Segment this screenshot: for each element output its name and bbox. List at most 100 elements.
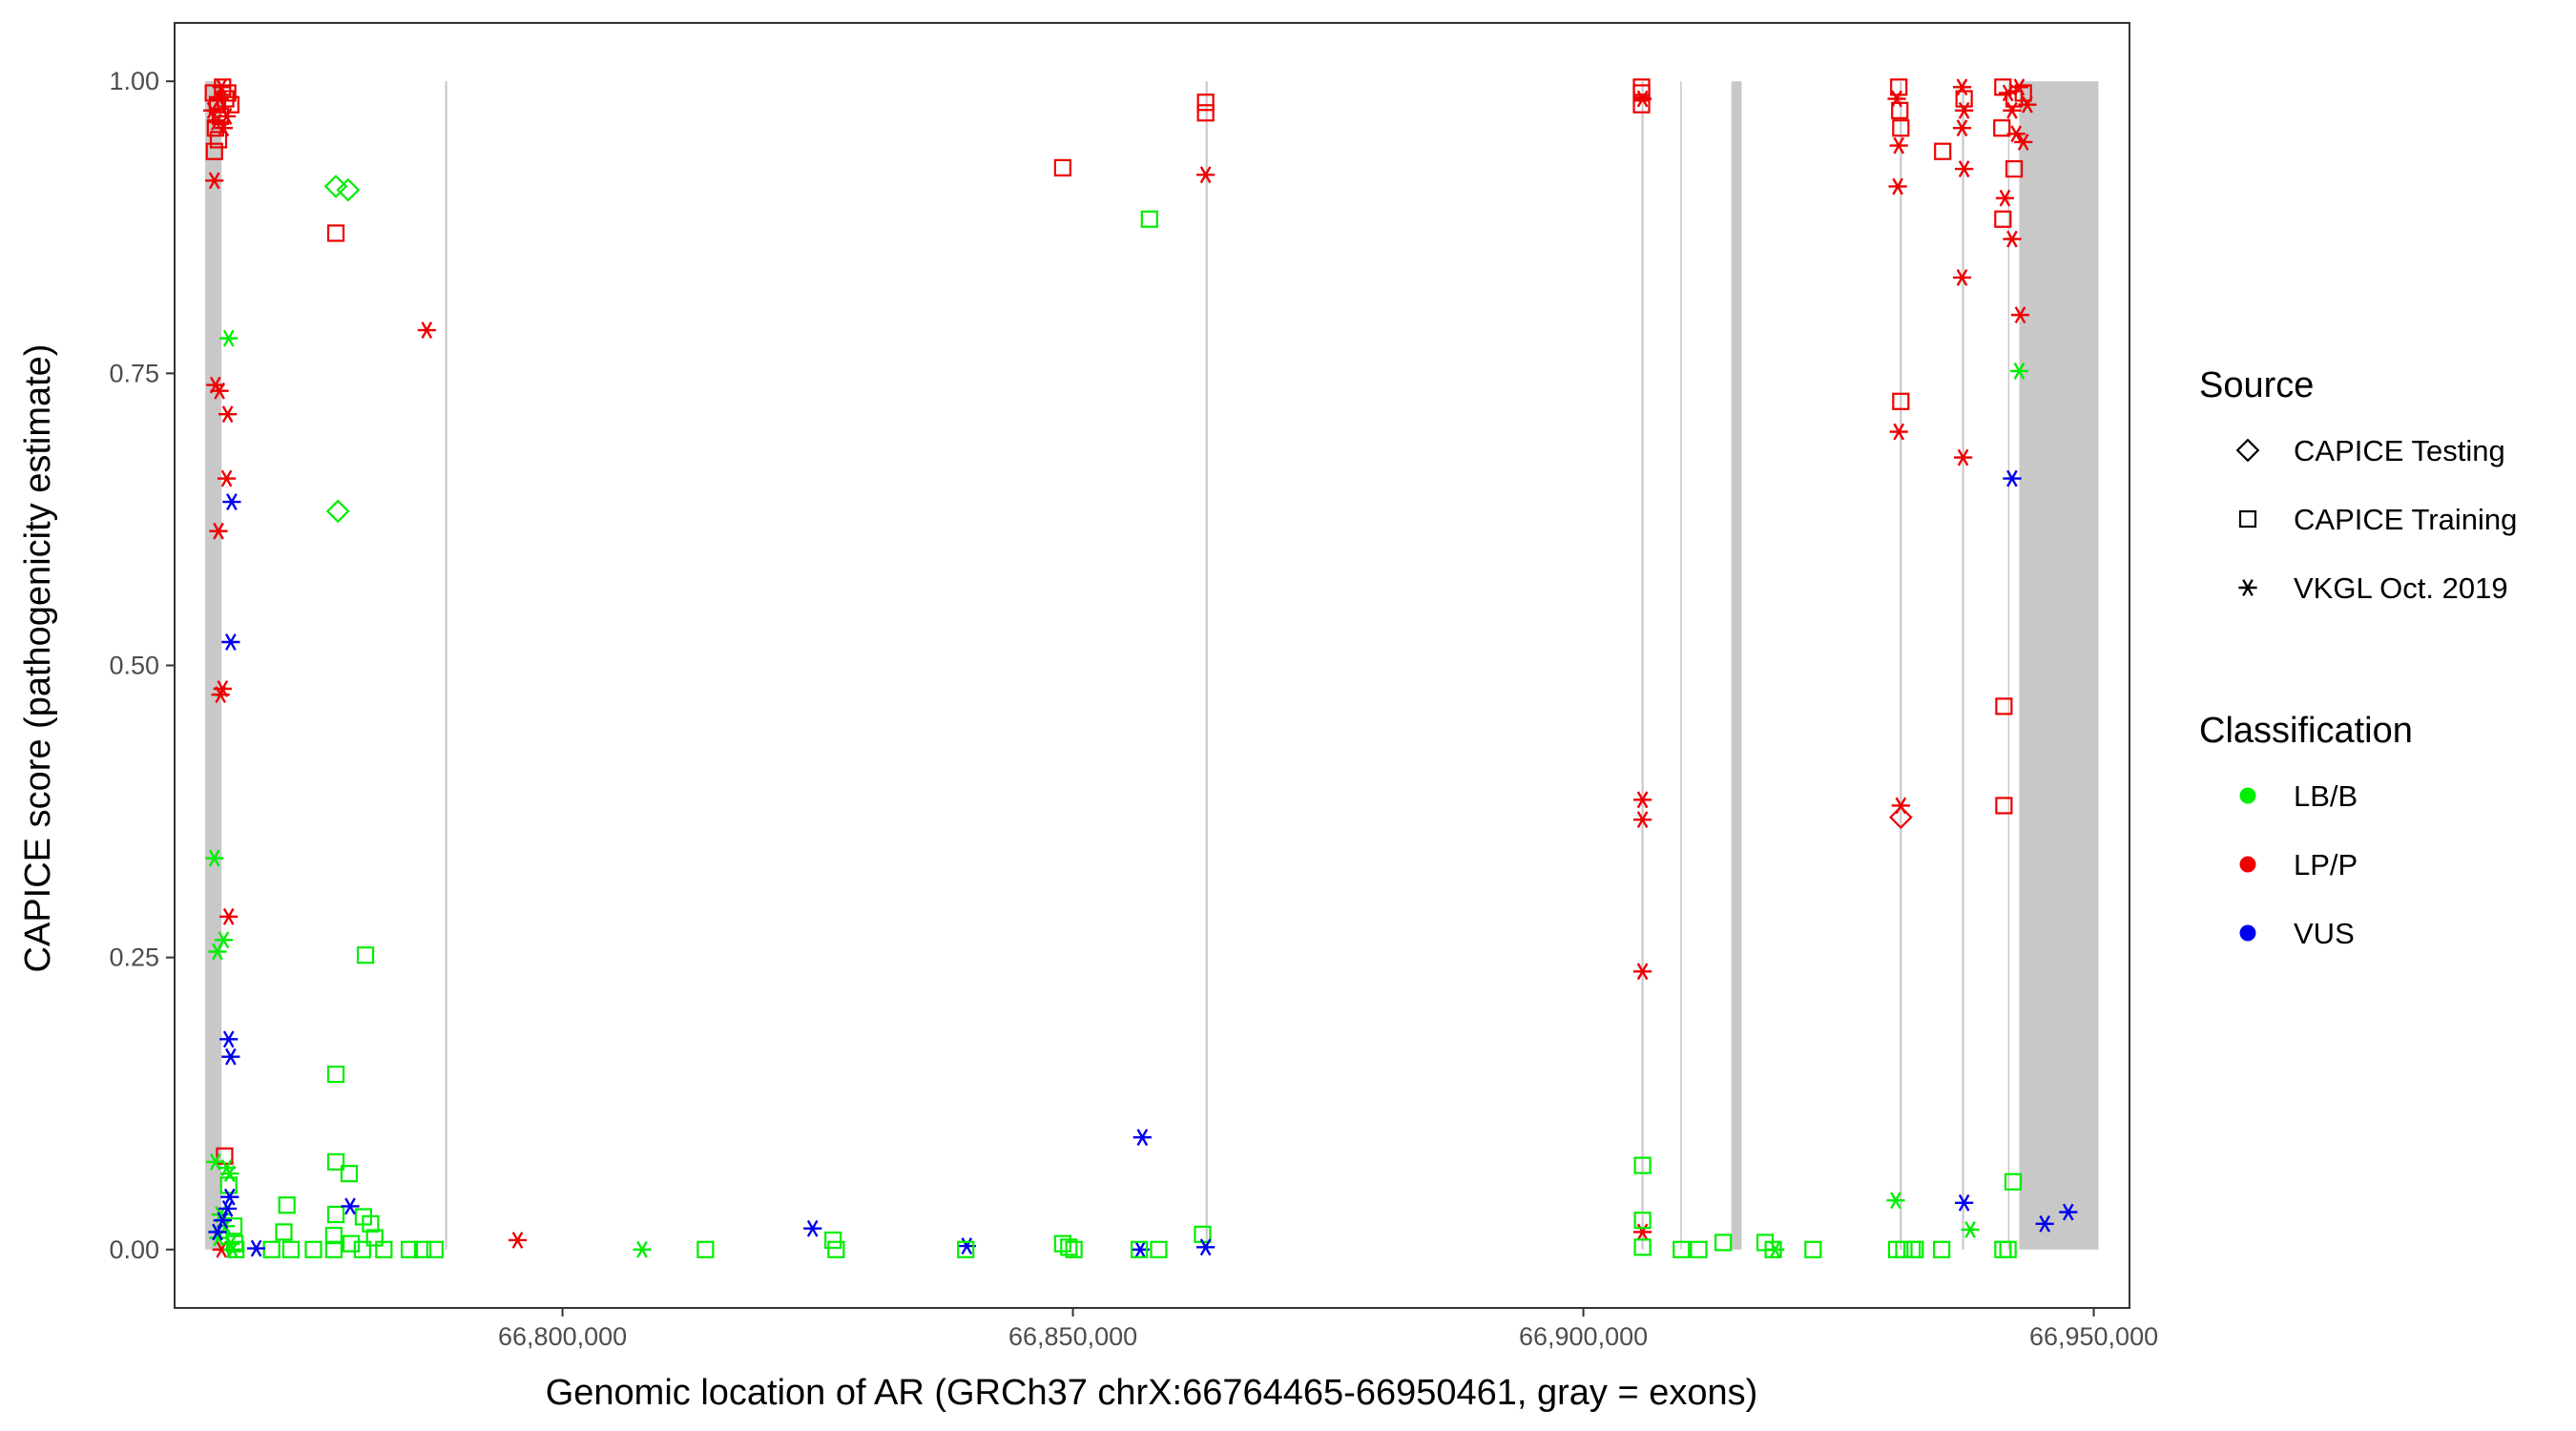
data-point bbox=[209, 131, 228, 149]
data-point bbox=[2035, 1214, 2054, 1233]
exon-band bbox=[1205, 81, 1208, 1250]
data-point bbox=[1995, 797, 2013, 815]
data-point bbox=[205, 172, 224, 190]
y-tick-label: 0.25 bbox=[109, 944, 159, 972]
data-point bbox=[227, 1240, 245, 1258]
data-point bbox=[281, 1240, 301, 1258]
data-point bbox=[2004, 1172, 2023, 1191]
data-point bbox=[211, 686, 230, 704]
data-point bbox=[1196, 166, 1215, 184]
data-point bbox=[325, 499, 350, 524]
exon-band bbox=[1680, 81, 1682, 1250]
data-point bbox=[205, 849, 224, 867]
x-axis-title: Genomic location of AR (GRCh37 chrX:6676… bbox=[546, 1373, 1758, 1413]
exon-band bbox=[445, 81, 447, 1250]
data-point bbox=[214, 119, 233, 137]
legend-label: CAPICE Testing bbox=[2294, 434, 2505, 467]
data-point bbox=[1053, 1234, 1071, 1253]
y-tick-label: 0.00 bbox=[109, 1235, 159, 1264]
data-point bbox=[1933, 1240, 1951, 1258]
data-point bbox=[326, 1152, 345, 1172]
data-point bbox=[324, 1240, 343, 1258]
data-point bbox=[696, 1240, 715, 1258]
legend-key-color bbox=[2239, 787, 2256, 804]
data-point bbox=[1955, 1193, 1974, 1212]
data-point bbox=[218, 84, 237, 102]
data-point bbox=[246, 1239, 266, 1257]
legend-key-color bbox=[2239, 856, 2256, 873]
data-point bbox=[275, 1223, 293, 1241]
data-point bbox=[218, 1200, 238, 1217]
x-axis: 66,800,000 66,850,000 66,900,000 66,950,000 bbox=[498, 1308, 2158, 1351]
data-point bbox=[1887, 90, 1906, 108]
legend-key-square bbox=[2238, 509, 2257, 529]
y-tick-label: 0.75 bbox=[109, 359, 159, 387]
data-point bbox=[1892, 119, 1910, 137]
data-point bbox=[340, 1165, 359, 1183]
data-point bbox=[1633, 791, 1652, 809]
data-point bbox=[1065, 1240, 1083, 1258]
legend-label: VUS bbox=[2294, 917, 2355, 950]
data-point bbox=[2003, 101, 2022, 119]
y-axis-title: CAPICE score (pathogenicity estimate) bbox=[18, 344, 58, 973]
data-point bbox=[1131, 1240, 1149, 1258]
data-point bbox=[1891, 101, 1909, 119]
data-point bbox=[957, 1240, 975, 1258]
data-point bbox=[1961, 1221, 1980, 1238]
data-point bbox=[2014, 133, 2033, 151]
data-point bbox=[827, 1240, 845, 1258]
data-point bbox=[1955, 101, 1974, 119]
data-point bbox=[217, 469, 237, 487]
x-tick-label: 66,900,000 bbox=[1519, 1322, 1648, 1351]
data-point bbox=[1999, 1240, 2017, 1258]
exon-band bbox=[2007, 81, 2010, 1250]
data-point bbox=[1906, 1240, 1924, 1258]
data-point bbox=[336, 177, 361, 202]
data-point bbox=[353, 1240, 371, 1258]
exon-band bbox=[1900, 81, 1902, 1250]
data-point bbox=[1889, 136, 1908, 155]
data-point bbox=[220, 1188, 239, 1206]
data-point bbox=[212, 78, 231, 96]
data-point bbox=[1633, 811, 1652, 829]
data-points bbox=[202, 78, 2078, 1258]
data-point bbox=[2014, 84, 2032, 102]
data-point bbox=[1955, 160, 1974, 177]
data-point bbox=[1714, 1234, 1733, 1252]
data-point bbox=[2010, 306, 2030, 324]
data-point bbox=[1140, 210, 1158, 228]
data-point bbox=[1633, 1212, 1652, 1230]
data-point bbox=[324, 1226, 343, 1245]
data-point bbox=[1888, 177, 1907, 196]
legend-label: LB/B bbox=[2294, 779, 2358, 813]
legend-title-classification: Classification bbox=[2199, 711, 2413, 751]
data-point bbox=[803, 1219, 822, 1237]
data-point bbox=[1672, 1240, 1691, 1258]
data-point bbox=[343, 1234, 361, 1253]
legend-label: LP/P bbox=[2294, 848, 2358, 881]
y-axis: 0.00 0.25 0.50 0.75 1.00 bbox=[109, 67, 175, 1264]
data-point bbox=[1196, 93, 1215, 112]
x-tick-label: 66,850,000 bbox=[1008, 1322, 1137, 1351]
exon-band bbox=[1641, 81, 1644, 1250]
data-point bbox=[1955, 90, 1973, 108]
data-point bbox=[220, 1165, 239, 1183]
data-point bbox=[2003, 230, 2022, 248]
data-point bbox=[1804, 1240, 1822, 1258]
legend: Source Classification CAPICE Testing CAPI… bbox=[2199, 365, 2517, 950]
data-point bbox=[1995, 697, 2013, 716]
legend-key-color bbox=[2239, 924, 2256, 942]
data-point bbox=[1633, 1238, 1652, 1256]
y-tick-label: 0.50 bbox=[109, 652, 159, 680]
data-point bbox=[1053, 158, 1071, 176]
data-point bbox=[326, 1065, 345, 1084]
data-point bbox=[633, 1240, 652, 1258]
data-point bbox=[2005, 159, 2024, 178]
data-point bbox=[221, 1047, 240, 1066]
data-point bbox=[2009, 363, 2029, 380]
data-point bbox=[1952, 78, 1972, 96]
data-point bbox=[219, 1030, 239, 1048]
data-point bbox=[1132, 1129, 1152, 1147]
data-point bbox=[400, 1240, 419, 1258]
